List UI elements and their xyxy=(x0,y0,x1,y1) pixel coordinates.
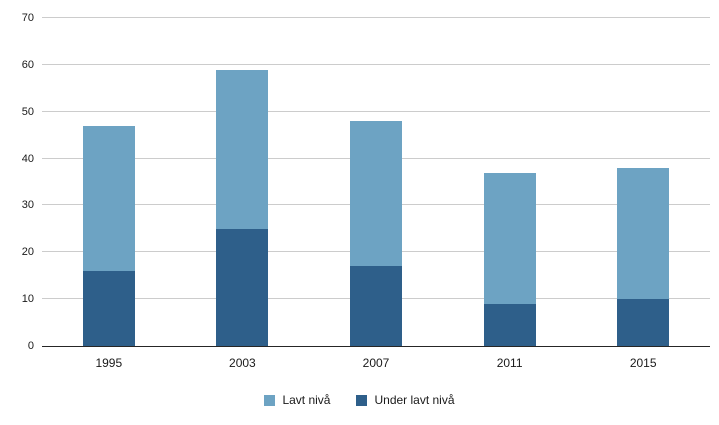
x-axis-tick-label: 2007 xyxy=(362,356,390,370)
bar-segment-lavt-niv- xyxy=(617,167,670,300)
y-axis-tick-label: 10 xyxy=(21,293,34,306)
gridline xyxy=(42,110,710,112)
legend-item: Lavt nivå xyxy=(264,393,330,407)
legend-swatch-icon xyxy=(356,394,368,406)
bar-segment-lavt-niv- xyxy=(216,69,269,229)
x-axis-tick-label: 2015 xyxy=(629,356,657,370)
x-axis-tick-label: 2011 xyxy=(496,356,523,370)
y-axis-tick-label: 70 xyxy=(21,12,34,24)
y-axis-tick-label: 20 xyxy=(21,246,34,259)
gridline xyxy=(42,17,710,18)
legend-swatch-icon xyxy=(264,394,276,406)
bar-segment-under-lavt-niv- xyxy=(350,266,402,346)
chart-legend: Lavt nivå Under lavt nivå xyxy=(0,393,719,407)
x-axis-tick-label: 1995 xyxy=(95,356,123,370)
x-axis-tick-label: 2003 xyxy=(229,356,256,370)
plot-area: 0 10 20 30 40 50 60 70 1995 2003 2007 2011 2015 xyxy=(22,12,710,370)
y-axis-tick-label: 60 xyxy=(21,58,34,71)
y-axis-tick-label: 50 xyxy=(21,105,34,118)
y-axis-tick-label: 40 xyxy=(21,152,34,165)
legend-label: Under lavt nivå xyxy=(374,393,455,407)
bar-segment-lavt-niv- xyxy=(82,125,135,272)
y-axis-tick-label: 0 xyxy=(27,340,34,352)
bar-segment-under-lavt-niv- xyxy=(82,271,135,346)
bar-segment-under-lavt-niv- xyxy=(617,299,670,346)
bar-segment-lavt-niv- xyxy=(350,121,402,267)
legend-item: Under lavt nivå xyxy=(356,393,455,407)
y-axis-tick-label: 30 xyxy=(21,199,34,212)
bar-segment-under-lavt-niv- xyxy=(216,228,269,346)
bar-segment-lavt-niv- xyxy=(483,172,536,304)
legend-label: Lavt nivå xyxy=(282,393,331,407)
bar-segment-under-lavt-niv- xyxy=(483,303,536,346)
gridline xyxy=(42,63,710,65)
